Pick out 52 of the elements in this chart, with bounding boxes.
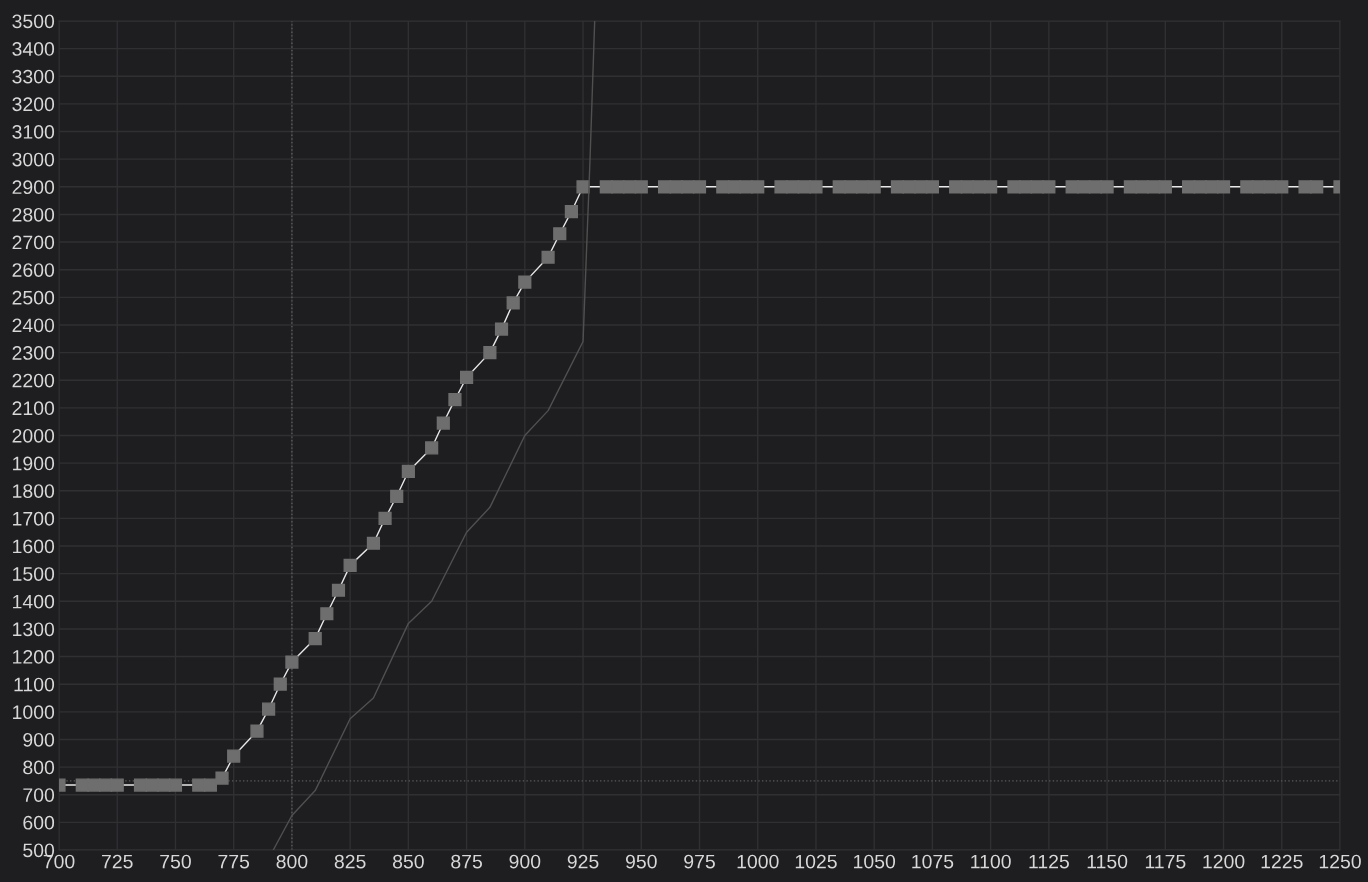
y-tick-label: 1900 <box>13 456 55 471</box>
x-tick-label: 850 <box>392 854 424 869</box>
y-tick-label: 1000 <box>13 705 55 720</box>
x-tick-label: 825 <box>334 854 366 869</box>
y-tick-label: 3300 <box>12 69 55 84</box>
x-tick-label: 1000 <box>737 854 779 869</box>
y-tick-label: 2300 <box>12 346 55 360</box>
x-tick-label: 900 <box>509 854 541 869</box>
x-tick-label: 1125 <box>1029 854 1069 869</box>
y-tick-label: 3400 <box>12 42 55 56</box>
x-tick-label: 750 <box>160 854 191 869</box>
y-tick-label: 3000 <box>12 152 55 167</box>
y-tick-label: 3100 <box>12 125 55 139</box>
y-tick-label: 3500 <box>12 14 55 29</box>
y-tick-label: 3200 <box>12 97 55 112</box>
y-tick-label: 2600 <box>12 263 55 277</box>
x-tick-label: 1250 <box>1319 854 1361 869</box>
y-tick-label: 1200 <box>13 650 55 664</box>
y-tick-label: 800 <box>23 760 55 775</box>
y-tick-label: 1600 <box>13 539 55 554</box>
y-tick-label: 2400 <box>12 318 55 333</box>
y-tick-label: 2500 <box>12 290 55 305</box>
y-tick-label: 1300 <box>13 622 55 637</box>
x-tick-label: 1175 <box>1145 854 1186 869</box>
y-tick-label: 2900 <box>12 180 55 195</box>
x-tick-label: 925 <box>567 854 599 869</box>
y-tick-label: 1100 <box>14 677 55 692</box>
x-tick-label: 950 <box>625 854 657 869</box>
x-tick-label: 775 <box>218 854 250 869</box>
y-tick-label: 1500 <box>13 567 55 581</box>
y-tick-label: 2700 <box>12 235 55 250</box>
x-tick-label: 800 <box>276 854 308 869</box>
y-tick-label: 2200 <box>12 373 55 388</box>
x-tick-label: 1050 <box>854 854 896 869</box>
y-tick-label: 1800 <box>13 484 55 498</box>
x-tick-label: 975 <box>684 854 715 869</box>
x-tick-label: 1100 <box>971 854 1011 869</box>
x-tick-label: 1225 <box>1261 854 1303 869</box>
y-tick-label: 2100 <box>12 401 55 416</box>
y-tick-label: 2800 <box>12 207 55 222</box>
x-tick-label: 875 <box>451 854 482 869</box>
y-tick-label: 600 <box>23 815 55 830</box>
x-tick-label: 1150 <box>1087 854 1128 869</box>
y-tick-label: 700 <box>23 788 55 802</box>
x-tick-label: 1075 <box>912 854 954 869</box>
x-tick-label: 1025 <box>795 854 837 869</box>
y-tick-label: 900 <box>23 732 55 747</box>
y-tick-label: 1400 <box>13 594 55 609</box>
x-tick-label: 725 <box>102 854 133 869</box>
x-tick-label: 1200 <box>1203 854 1245 869</box>
y-tick-label: 2000 <box>12 428 55 443</box>
y-tick-label: 1700 <box>13 511 55 526</box>
